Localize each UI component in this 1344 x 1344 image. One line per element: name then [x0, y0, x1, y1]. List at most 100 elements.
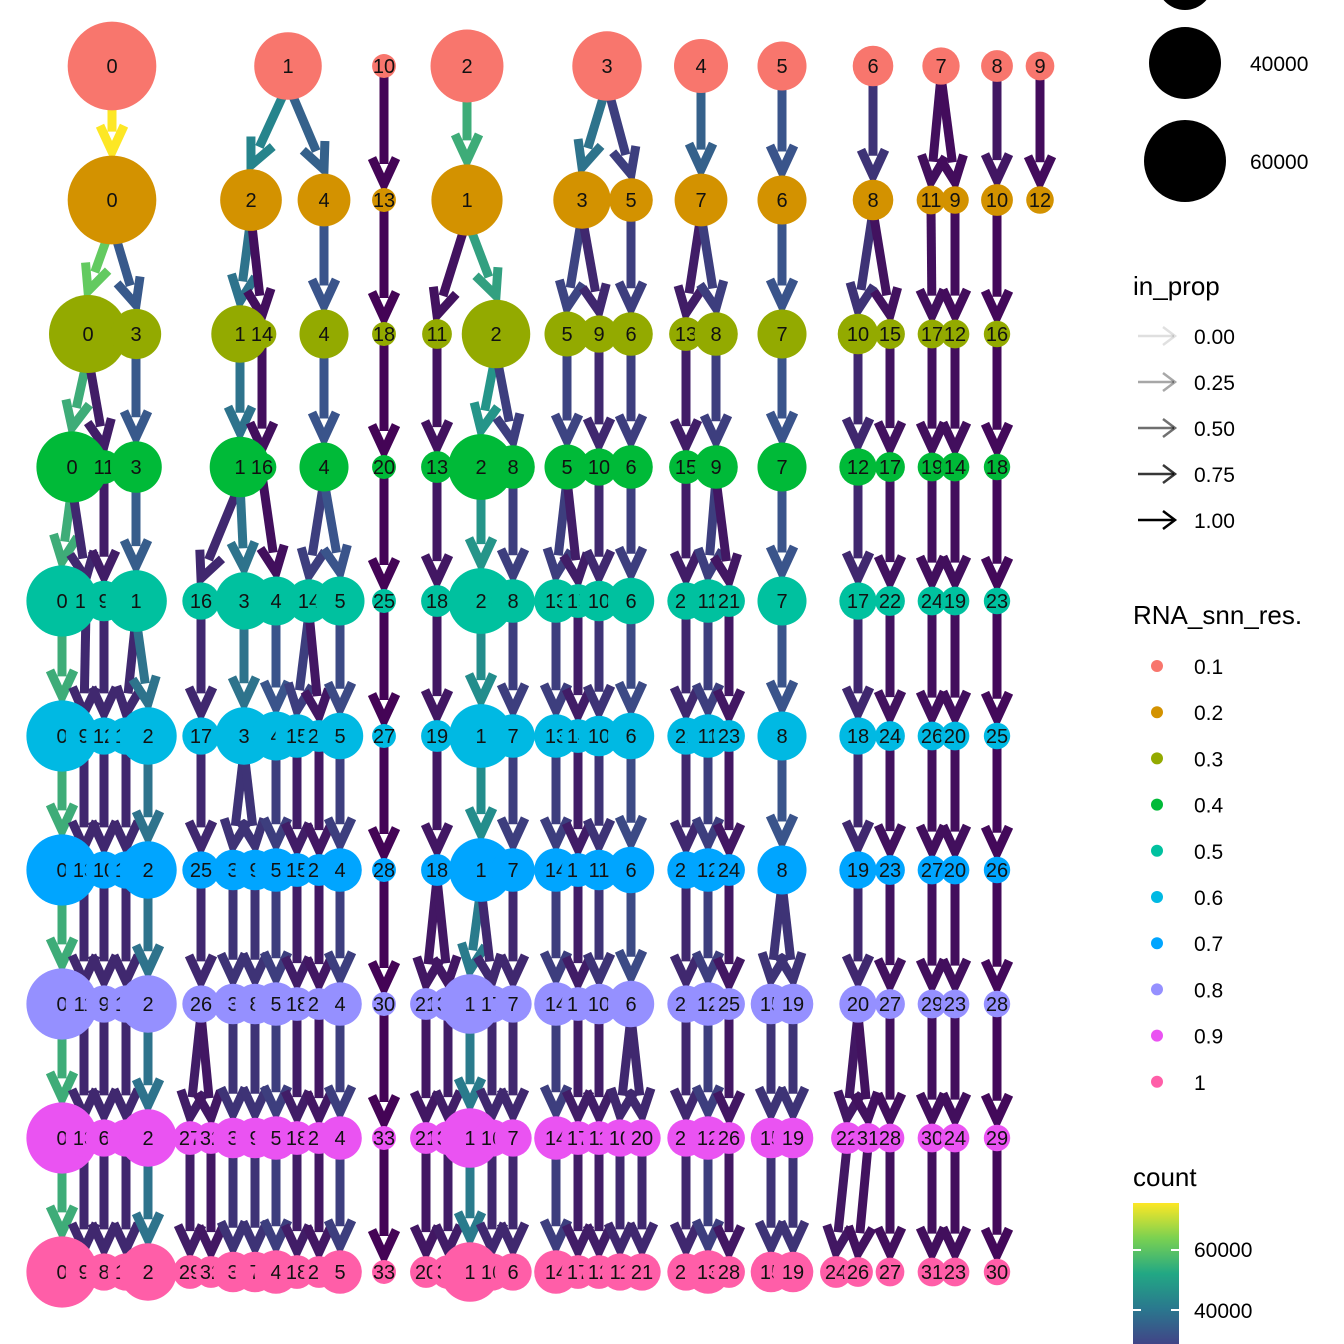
edge-0.6-to-0.7-c9	[236, 751, 269, 857]
cluster-node-label: 12	[697, 1128, 719, 1150]
edge-0.8-to-0.9-c32	[192, 1013, 225, 1129]
cluster-node-circle	[421, 854, 453, 886]
cluster-node-circle	[448, 434, 514, 500]
edge-0.3-to-0.4-c19	[915, 341, 949, 460]
edge-0.2-to-0.3-c14	[243, 216, 276, 327]
edge-0.9-to-1-c27	[873, 1145, 907, 1265]
cluster-node-label: 1	[475, 860, 486, 882]
edge-0.9-to-1-c3	[216, 1149, 250, 1259]
edge-0.2-to-0.3-c12	[938, 207, 972, 327]
cluster-node-label: 17	[847, 591, 869, 613]
edge-0.4-to-0.5-c15	[559, 478, 592, 591]
cluster-node-label: 19	[782, 1128, 804, 1150]
cluster-node-res-0.6-c1: 1	[449, 704, 513, 768]
cluster-node-res-0.5-c22: 22	[875, 586, 905, 616]
edge-0.7-to-0.8-c10	[582, 881, 616, 991]
color-legend-key	[1151, 798, 1163, 811]
cluster-node-label: 10	[847, 324, 869, 346]
cluster-node-label: 25	[373, 591, 395, 613]
size-legend: 40000 60000	[1144, 0, 1308, 202]
cluster-node-circle	[875, 989, 905, 1019]
color-legend-key	[1151, 752, 1163, 765]
cluster-node-circle	[1026, 186, 1054, 214]
edge-0.1-to-0.2-c10	[980, 74, 1014, 191]
in-prop-arrow-head	[1162, 418, 1178, 438]
edge-0.3-to-0.4-c13	[420, 342, 454, 458]
cluster-node-circle	[491, 579, 535, 623]
cluster-node-circle	[607, 980, 655, 1028]
cluster-node-label: 20	[373, 457, 395, 479]
edge-0.5-to-0.6-c3	[227, 616, 261, 715]
edge-0.8-to-0.9-c20	[623, 1016, 656, 1127]
edge-0.9-to-1-c29	[173, 1147, 207, 1262]
cluster-node-label: 24	[718, 860, 740, 882]
cluster-node-res-0.9-c26: 26	[713, 1122, 745, 1154]
cluster-node-circle	[315, 576, 365, 626]
cluster-node-label: 0	[66, 457, 77, 479]
cluster-node-circle	[251, 576, 301, 626]
in-prop-legend-entry: 0.50	[1138, 418, 1235, 441]
cluster-node-label: 4	[270, 1262, 281, 1284]
cluster-node-res-0.9-c18: 18	[280, 1121, 314, 1155]
cluster-node-res-0.5-c1: 1	[105, 570, 167, 632]
cluster-node-res-0.5-c2: 2	[448, 568, 514, 634]
cluster-node-res-1-c27: 27	[875, 1257, 905, 1287]
cluster-node-circle	[609, 312, 653, 356]
cluster-node-res-0.2-c6: 6	[757, 175, 807, 225]
cluster-node-res-0.8-c30: 30	[372, 992, 396, 1016]
cluster-node-res-0.4-c9: 9	[694, 445, 738, 489]
size-legend-label-40000: 40000	[1250, 53, 1308, 76]
cluster-node-label: 1	[464, 1128, 475, 1150]
edge-0.1-to-0.2-c13	[367, 72, 401, 195]
cluster-node-res-0.8-c18: 18	[280, 987, 314, 1021]
edge-0.7-to-0.8-c20	[841, 880, 875, 993]
edge-0.4-to-0.5-c9	[87, 476, 121, 588]
cluster-node-label: 10	[986, 190, 1008, 212]
edge-0.9-to-1-c7	[238, 1149, 272, 1259]
cluster-node-circle	[580, 315, 618, 353]
cluster-node-label: 20	[847, 994, 869, 1016]
edge-0.9-to-1-c8	[87, 1148, 121, 1261]
edge-0.9-to-1-c16	[475, 1148, 509, 1261]
edge-0.6-to-0.7-c23	[873, 744, 907, 862]
cluster-node-res-0.7-c4: 4	[318, 848, 362, 892]
cluster-node-circle	[922, 47, 960, 85]
cluster-node-label: 1	[282, 56, 293, 78]
edge-0.2-to-0.3-c4	[307, 214, 341, 317]
edge-0.5-to-0.6-c24	[873, 609, 907, 728]
cluster-node-circle	[623, 1119, 661, 1157]
cluster-node-res-0.9-c4: 4	[318, 1116, 362, 1160]
cluster-node-label: 8	[867, 190, 878, 212]
cluster-node-res-0.5-c24: 24	[917, 586, 947, 616]
edge-0.7-to-0.8-c24	[669, 880, 703, 993]
cluster-node-label: 0	[56, 860, 67, 882]
cluster-node-label: 10	[588, 457, 610, 479]
cluster-node-label: 13	[697, 1262, 719, 1284]
cluster-node-label: 6	[625, 860, 636, 882]
cluster-node-circle	[578, 849, 620, 891]
cluster-node-label: 12	[944, 324, 966, 346]
cluster-node-res-0.7-c2: 2	[119, 841, 177, 899]
cluster-node-label: 2	[490, 324, 501, 346]
cluster-node-circle	[299, 309, 349, 359]
cluster-node-circle	[940, 1123, 970, 1153]
edge-0.3-to-0.4-c17	[873, 342, 907, 459]
cluster-node-label: 11	[921, 190, 942, 212]
cluster-node-circle	[843, 1257, 873, 1287]
cluster-node-circle	[607, 846, 655, 894]
edge-0.1-to-0.2-c7	[684, 80, 718, 181]
cluster-node-circle	[182, 985, 220, 1023]
cluster-node-label: 12	[697, 860, 719, 882]
cluster-node-res-0.5-c16: 16	[182, 582, 220, 620]
cluster-node-res-0.6-c17: 17	[182, 717, 220, 755]
cluster-node-label: 11	[589, 860, 610, 882]
cluster-node-res-0.1-c10: 10	[372, 54, 396, 78]
edge-0.6-to-0.7-c15	[280, 747, 314, 860]
cluster-node-label: 1	[461, 190, 472, 212]
cluster-node-circle	[609, 445, 653, 489]
cluster-node-res-0.6-c18: 18	[839, 717, 877, 755]
cluster-node-label: 9	[98, 591, 109, 613]
cluster-node-label: 18	[426, 591, 448, 613]
edge-0.9-to-1-c33	[367, 1144, 401, 1267]
color-legend-label: 1	[1194, 1072, 1206, 1095]
